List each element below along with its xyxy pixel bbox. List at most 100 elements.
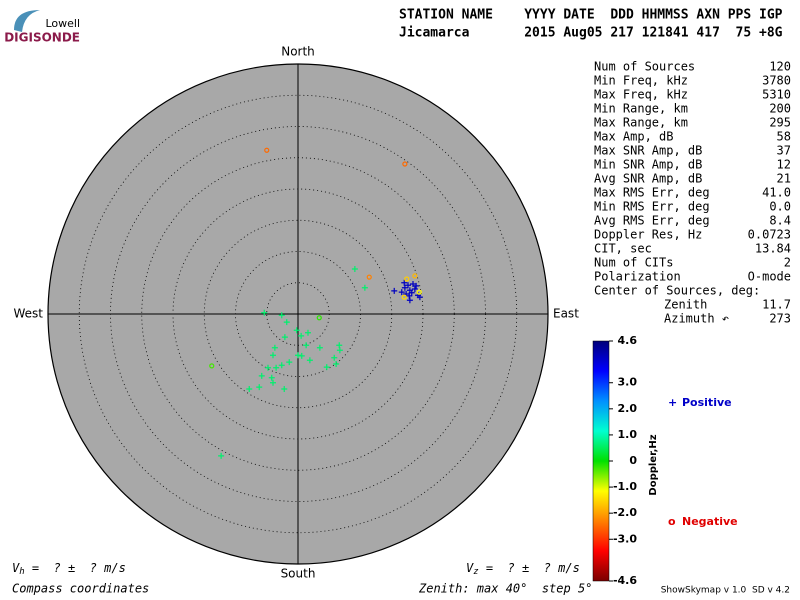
source-negative: [402, 161, 408, 167]
source-positive: [283, 319, 290, 326]
stat-value: 11.7: [762, 298, 791, 312]
source-positive: [298, 332, 305, 339]
source-positive: [286, 359, 293, 366]
source-positive: [261, 309, 268, 316]
velocity-z: Vz = ? ± ? m/s: [466, 561, 580, 577]
source-positive: [316, 344, 323, 351]
stat-label: Azimuth ↶: [664, 312, 729, 326]
colorbar-tick-label: 4.6: [618, 334, 638, 347]
source-positive: [268, 374, 275, 381]
legend-marker: o: [668, 515, 676, 528]
source-positive: [306, 357, 313, 364]
stat-value: 12: [777, 158, 791, 172]
stat-value: 41.0: [762, 186, 791, 200]
stat-label: Max Range, km: [594, 116, 688, 130]
source-negative: [366, 274, 372, 280]
source-positive: [270, 379, 276, 386]
source-positive: [265, 364, 271, 371]
colorbar-tick-label: -4.6: [613, 574, 637, 587]
source-positive: [256, 384, 263, 391]
source-positive: [298, 352, 305, 359]
source-positive: [336, 342, 343, 349]
source-positive: [246, 386, 253, 392]
source-positive: [351, 266, 358, 272]
velocity-symbol: V: [466, 561, 474, 575]
velocity-symbol: V: [12, 561, 20, 575]
stat-value: 37: [777, 144, 791, 158]
stat-label: Min SNR Amp, dB: [594, 158, 702, 172]
stat-value: 295: [769, 116, 791, 130]
logo-top: Lowell: [45, 17, 80, 30]
source-positive: [413, 282, 420, 289]
source-positive: [391, 287, 398, 294]
source-positive: [278, 362, 285, 369]
stat-label: Max Amp, dB: [594, 130, 673, 144]
footer-center: Zenith: max 40° step 5°: [418, 582, 592, 596]
source-negative: [316, 315, 322, 321]
velocity-text: = ? ± ? m/s: [479, 561, 580, 575]
source-positive: [333, 361, 340, 367]
stat-value: 120: [769, 60, 791, 74]
source-positive: [281, 334, 288, 341]
legend-label: Negative: [682, 515, 738, 528]
source-positive: [406, 297, 413, 304]
legend-marker: +: [668, 396, 677, 409]
source-positive: [398, 289, 405, 296]
stat-value: 0.0723: [748, 228, 791, 242]
source-positive: [401, 279, 408, 286]
colorbar-tick-label: -3.0: [613, 532, 637, 545]
stat-label: Polarization: [594, 270, 681, 284]
stat-label: Max Freq, kHz: [594, 88, 688, 102]
stat-value: 21: [777, 172, 791, 186]
source-positive: [271, 344, 278, 351]
stat-label: CIT, sec: [594, 242, 652, 256]
colorbar-tick-label: -1.0: [613, 480, 637, 493]
colorbar: [592, 340, 610, 582]
header-line: STATION NAME YYYY DATE DDD HHMMSS AXN PP…: [399, 8, 783, 23]
stat-label: Zenith: [664, 298, 707, 312]
source-negative: [404, 276, 410, 282]
source-positive: [295, 352, 301, 359]
colorbar-tick-label: 2.0: [618, 402, 638, 415]
stat-label: Min Range, km: [594, 102, 688, 116]
logo-swoosh: [14, 10, 40, 32]
velocity-text: = ? ± ? m/s: [25, 561, 126, 575]
source-positive: [411, 286, 418, 292]
source-positive: [401, 284, 408, 291]
footer-right: ShowSkymap v 1.0 SD v 4.2: [661, 586, 790, 596]
source-positive: [273, 364, 280, 371]
stat-value: 200: [769, 102, 791, 116]
source-positive: [361, 284, 368, 291]
stat-label: Num of Sources: [594, 60, 695, 74]
direction-label: East: [553, 307, 579, 321]
stat-label: Num of CITs: [594, 256, 673, 270]
source-positive: [323, 364, 330, 371]
source-positive: [331, 354, 338, 361]
stat-value: 273: [769, 312, 791, 326]
direction-label: South: [281, 567, 316, 581]
source-positive: [305, 329, 311, 336]
stat-value: 0.0: [769, 200, 791, 214]
stat-label: Max RMS Err, deg: [594, 186, 710, 200]
colorbar-tick-label: -2.0: [613, 506, 637, 519]
source-negative: [209, 363, 215, 369]
direction-label: North: [281, 45, 315, 59]
stat-label: Max SNR Amp, dB: [594, 144, 702, 158]
footer-left: Compass coordinates: [12, 582, 149, 596]
source-positive: [336, 347, 343, 354]
stat-label: Center of Sources, deg:: [594, 284, 760, 298]
colorbar-tick-label: 3.0: [618, 376, 638, 389]
stat-label: Min RMS Err, deg: [594, 200, 710, 214]
stat-label: Doppler Res, Hz: [594, 228, 702, 242]
source-negative: [416, 289, 422, 295]
source-positive: [406, 292, 413, 299]
stat-label: Avg RMS Err, deg: [594, 214, 710, 228]
source-positive: [258, 372, 265, 379]
legend-label: Positive: [682, 396, 732, 409]
stat-value: 5310: [762, 88, 791, 102]
stat-value: 3780: [762, 74, 791, 88]
source-positive: [410, 281, 416, 287]
source-negative: [401, 294, 407, 300]
source-positive: [270, 352, 276, 359]
